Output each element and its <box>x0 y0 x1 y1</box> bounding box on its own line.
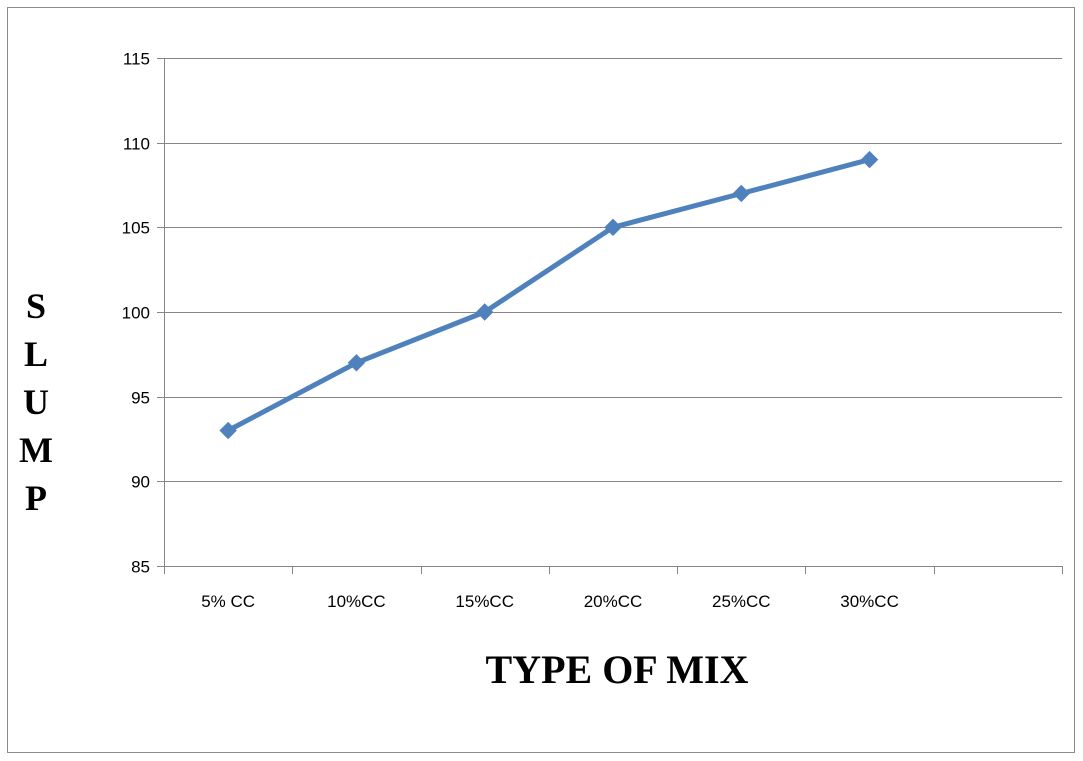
data-point <box>347 354 366 372</box>
y-tick-label: 100 <box>122 304 150 323</box>
y-tick-label: 110 <box>123 135 150 154</box>
y-tick-label: 95 <box>131 389 150 408</box>
y-tick-label: 115 <box>123 50 150 69</box>
x-tick-label: 25%CC <box>712 592 771 611</box>
y-axis-title-letter: P <box>25 478 47 518</box>
data-point <box>732 184 750 203</box>
data-point <box>476 303 494 321</box>
y-axis-title-letter: S <box>26 286 46 326</box>
y-axis-title-letter: U <box>23 382 49 422</box>
x-tick-label: 20%CC <box>584 592 643 611</box>
x-tick-labels: 5% CC 10%CC 15%CC 20%CC 25%CC 30%CC <box>201 592 899 611</box>
x-tick-label: 15%CC <box>455 592 514 611</box>
y-axis-title-letter: L <box>24 334 48 374</box>
data-point <box>219 421 237 440</box>
chart-frame <box>7 7 1075 753</box>
y-tick-labels: 85 90 95 100 105 110 115 <box>122 50 150 577</box>
x-tick-label: 10%CC <box>327 592 386 611</box>
data-point <box>604 218 622 237</box>
axes <box>157 58 1063 574</box>
y-tick-label: 105 <box>122 219 150 238</box>
x-axis-title: TYPE OF MIX <box>486 647 749 692</box>
y-axis-title-letter: M <box>19 430 53 470</box>
data-point <box>860 150 879 169</box>
x-tick-label: 30%CC <box>840 592 899 611</box>
series-line <box>225 157 873 433</box>
y-tick-label: 85 <box>131 558 150 577</box>
y-tick-label: 90 <box>131 473 150 492</box>
gridlines <box>164 58 1062 482</box>
series <box>219 150 879 440</box>
x-tick-label: 5% CC <box>201 592 255 611</box>
